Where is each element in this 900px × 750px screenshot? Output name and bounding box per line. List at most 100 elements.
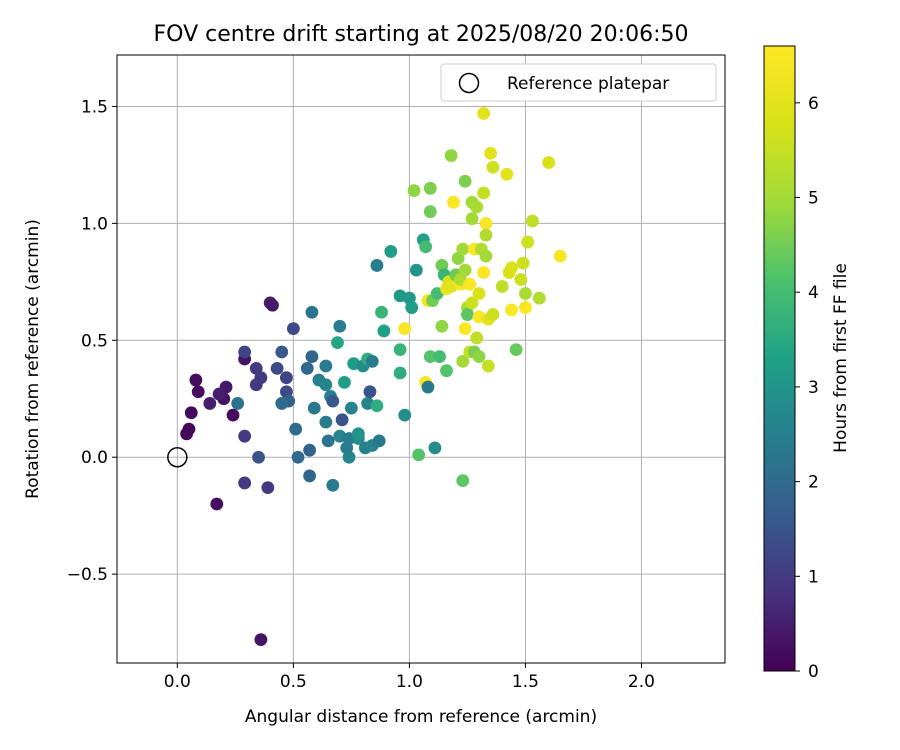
colorbar-ticks: 0 1 2 3 4 5 6 <box>795 94 819 682</box>
data-point <box>521 235 535 249</box>
data-point <box>275 397 289 410</box>
reference-point-marker <box>167 446 188 468</box>
data-point <box>393 343 407 357</box>
data-point <box>331 336 344 350</box>
data-point <box>505 303 518 317</box>
data-point <box>500 167 514 181</box>
data-point <box>303 469 317 483</box>
colorbar-label: Hours from first FF file <box>831 263 851 453</box>
legend: Reference platepar <box>440 63 717 102</box>
data-point <box>505 261 518 275</box>
data-point <box>465 212 479 226</box>
colorbar-tick-label: 5 <box>808 189 819 209</box>
colorbar-tick-label: 2 <box>808 473 819 493</box>
y-tick-label: −0.5 <box>67 565 108 585</box>
data-point <box>481 359 495 373</box>
data-point <box>458 263 472 277</box>
data-point <box>458 174 472 188</box>
data-point <box>326 478 340 492</box>
data-point <box>484 146 498 160</box>
data-point <box>519 301 532 314</box>
data-point <box>203 397 217 410</box>
data-point <box>447 195 460 209</box>
y-tick-label: 1.5 <box>81 97 108 117</box>
data-point <box>456 354 470 368</box>
data-point <box>266 298 279 312</box>
data-point <box>375 305 388 319</box>
data-point <box>393 366 407 380</box>
colorbar-gradient <box>763 45 796 672</box>
data-point <box>363 385 377 399</box>
data-point <box>286 322 300 335</box>
data-point <box>231 397 245 410</box>
colorbar: 0 1 2 3 4 5 6 Hours from first FF file <box>763 45 851 682</box>
data-point <box>305 305 319 319</box>
data-point <box>226 408 240 422</box>
colorbar-tick-label: 3 <box>808 378 819 398</box>
data-point <box>532 291 546 305</box>
legend-label: Reference platepar <box>507 74 669 94</box>
data-point <box>412 448 426 462</box>
x-tick-label: 1.0 <box>396 672 423 692</box>
x-tick-label: 0.5 <box>280 672 307 692</box>
data-point <box>479 249 493 263</box>
y-tick-label: 0.0 <box>81 448 108 468</box>
data-point <box>423 205 437 219</box>
data-point <box>372 434 386 448</box>
data-point <box>472 287 486 300</box>
data-point <box>384 245 398 258</box>
x-axis-label: Angular distance from reference (arcmin) <box>245 707 597 727</box>
data-point <box>419 240 433 254</box>
data-point <box>254 633 268 647</box>
data-point <box>377 324 391 338</box>
data-point <box>254 371 268 385</box>
data-point <box>525 214 539 228</box>
data-point <box>486 160 500 174</box>
data-point <box>275 345 289 359</box>
data-point <box>370 399 384 413</box>
data-point <box>514 273 528 286</box>
data-point <box>238 429 252 443</box>
data-point <box>210 497 224 511</box>
data-point <box>351 427 365 441</box>
data-point <box>191 385 205 399</box>
data-point <box>421 380 435 394</box>
x-tick-label: 0.0 <box>164 672 191 692</box>
data-point <box>326 394 340 408</box>
data-point <box>479 228 493 242</box>
data-point <box>398 408 412 422</box>
axes-layer: 0.0 0.5 1.0 1.5 2.0 −0.5 0.0 0.5 1.0 1.5 <box>67 54 726 692</box>
data-point <box>261 481 275 495</box>
data-point <box>289 422 303 436</box>
data-point <box>184 406 198 420</box>
data-point <box>433 350 446 364</box>
data-point <box>458 322 472 335</box>
data-point <box>470 331 484 345</box>
data-point <box>435 319 449 333</box>
data-point <box>456 242 470 256</box>
data-point <box>423 350 437 364</box>
data-point <box>303 443 317 457</box>
data-point <box>270 361 284 375</box>
data-point <box>553 249 567 263</box>
colorbar-tick-label: 1 <box>808 567 819 587</box>
data-point <box>182 422 196 436</box>
data-point <box>333 319 347 333</box>
data-point <box>344 401 358 415</box>
data-point <box>519 287 532 300</box>
legend-reference-marker <box>458 72 480 94</box>
data-point <box>252 450 265 464</box>
legend-box <box>440 63 717 102</box>
data-point <box>212 387 226 401</box>
data-point <box>365 354 379 368</box>
data-point <box>465 296 479 310</box>
data-point <box>463 277 477 291</box>
chart-title: FOV centre drift starting at 2025/08/20 … <box>154 22 689 47</box>
data-point <box>338 375 351 389</box>
data-point <box>307 401 321 415</box>
data-point <box>398 322 412 335</box>
data-point <box>423 181 437 195</box>
colorbar-tick-label: 6 <box>808 94 819 114</box>
data-point <box>189 373 203 387</box>
data-point <box>479 216 493 230</box>
